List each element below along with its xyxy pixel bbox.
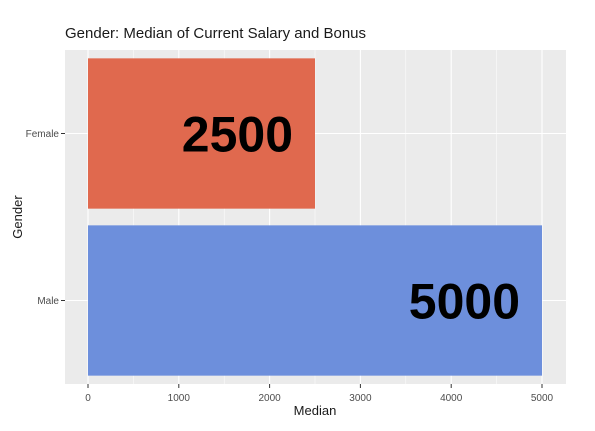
y-tick-label: Female [26,129,60,140]
x-tick-label: 1000 [168,393,191,404]
data-label-male: 5000 [409,274,520,330]
y-tick-label: Male [37,296,59,307]
bar-male [88,225,542,376]
y-axis: Female Male [26,129,65,307]
x-axis: 0 1000 2000 3000 4000 5000 [85,384,554,404]
x-tick-label: 0 [85,393,91,404]
x-tick-label: 5000 [531,393,554,404]
bar-layer: 2500 5000 [88,58,542,376]
chart-title: Gender: Median of Current Salary and Bon… [65,25,366,42]
x-tick-label: 4000 [440,393,463,404]
bar-female [88,58,315,209]
x-tick-label: 3000 [349,393,372,404]
x-tick-label: 2000 [258,393,281,404]
data-label-female: 2500 [182,107,293,163]
x-axis-title: Median [294,403,337,418]
y-axis-title: Gender [10,195,25,239]
